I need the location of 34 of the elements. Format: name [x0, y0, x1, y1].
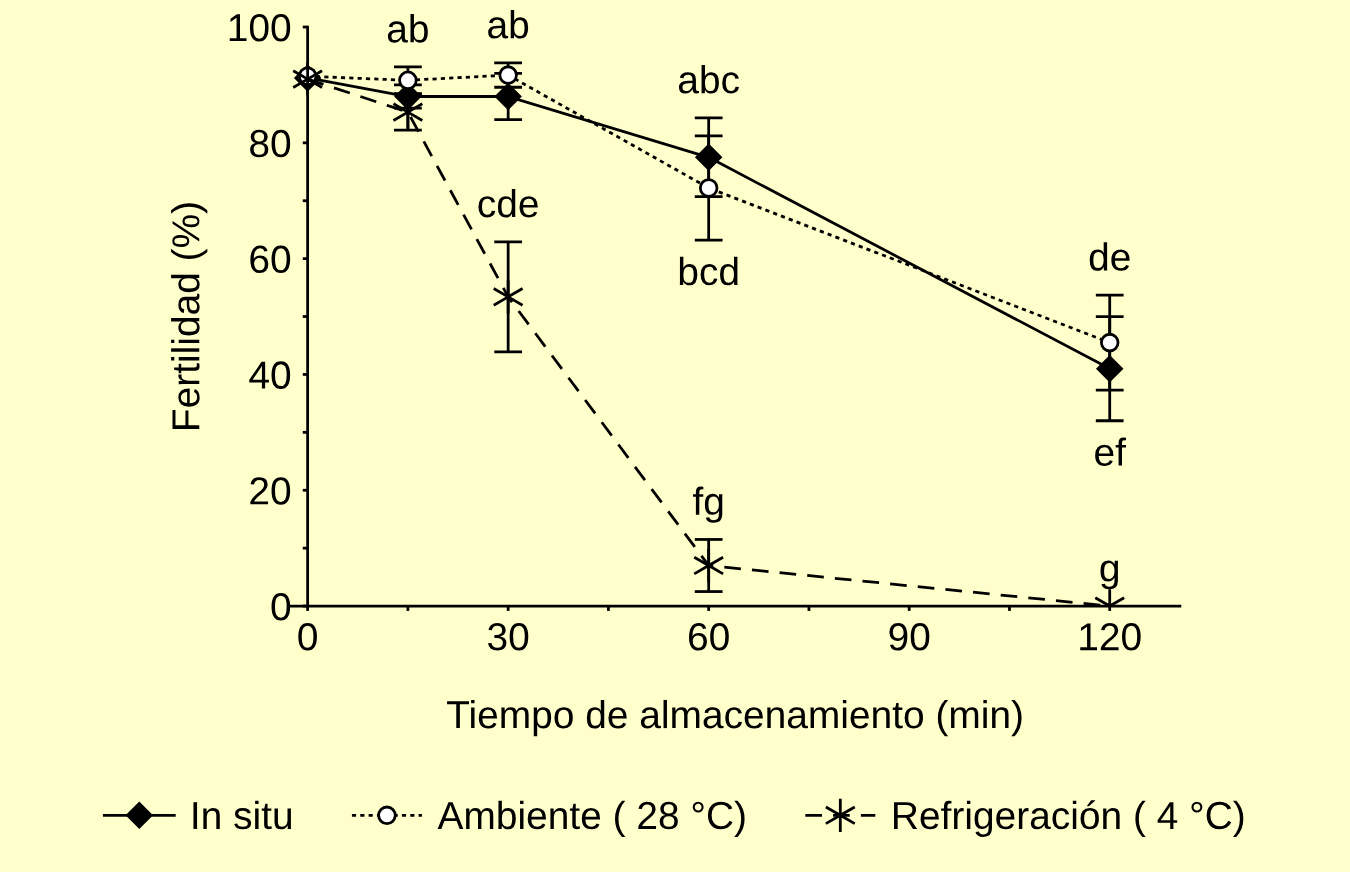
x-tick-label: 90: [889, 623, 930, 651]
x-tick-label: 120: [1080, 623, 1141, 651]
point: [291, 61, 324, 98]
y-tick-label: 100: [229, 13, 291, 42]
x-tick-label: 60: [689, 623, 729, 651]
point: [692, 547, 725, 584]
annotation: de: [1089, 242, 1130, 271]
annotation: bcd: [679, 256, 738, 286]
annotation: fg: [693, 486, 723, 523]
y-tick-label: 0: [271, 592, 291, 621]
point: [498, 65, 518, 85]
legend-label: Ambiente ( 28 °C): [437, 800, 745, 837]
point: [1099, 332, 1120, 353]
annotation: abc: [678, 65, 739, 94]
annotation: cde: [478, 188, 538, 218]
legend-label: Refrigeración ( 4 °C): [894, 800, 1244, 837]
y-axis-title: Fertilidad (%): [171, 203, 208, 429]
annotation: g: [1100, 560, 1119, 590]
y-tick-label: 80: [250, 129, 291, 158]
annotation: ab: [387, 14, 428, 43]
y-tick-label: 40: [249, 361, 291, 389]
x-axis-title: Tiempo de almacenamiento (min): [447, 699, 1022, 737]
point: [494, 83, 522, 110]
annotation: ef: [1095, 437, 1126, 466]
point: [1096, 355, 1123, 382]
y-tick-label: 20: [250, 477, 291, 505]
point: [492, 278, 524, 315]
point: [698, 178, 719, 198]
legend-label: In situ: [193, 800, 292, 830]
y-tick-label: 60: [250, 245, 291, 274]
annotation: ab: [488, 10, 529, 39]
point: [695, 144, 722, 171]
x-tick-label: 0: [298, 623, 317, 651]
x-tick-label: 30: [488, 623, 529, 651]
